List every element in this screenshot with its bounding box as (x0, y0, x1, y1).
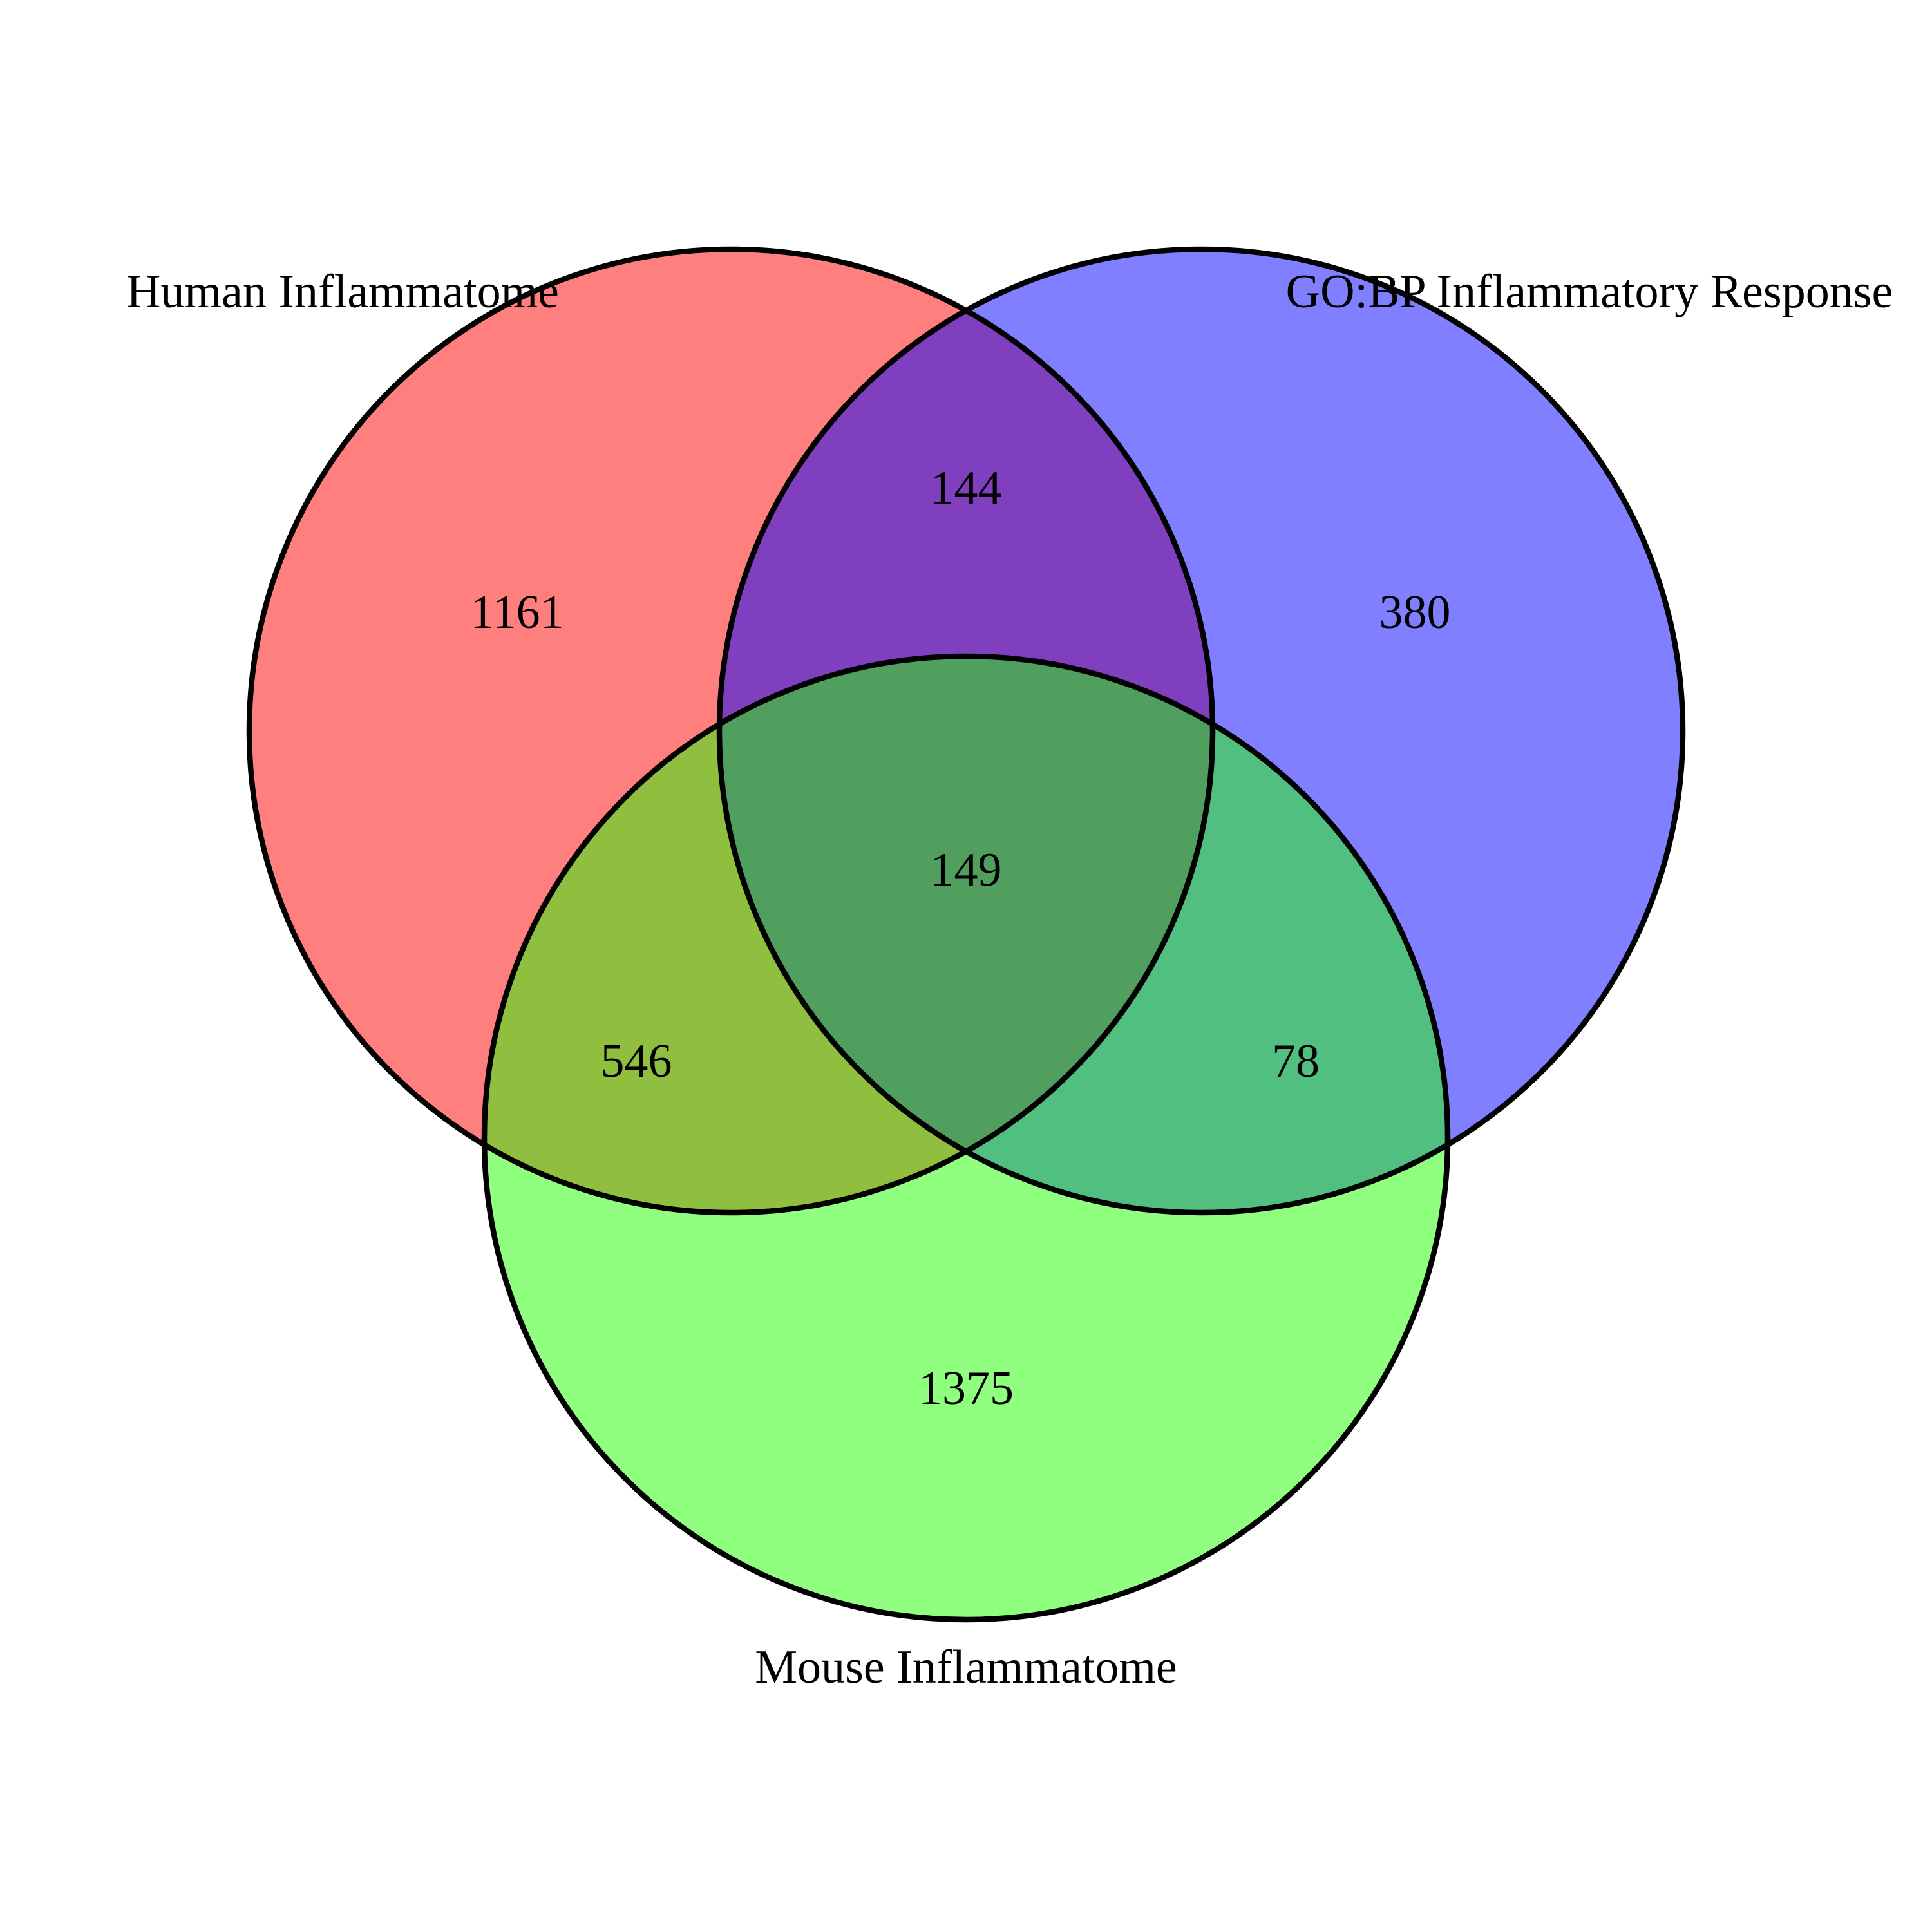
count-go-bp-only: 380 (1379, 586, 1451, 639)
count-human-only: 1161 (470, 586, 564, 639)
human-inflammatome-circle (246, 246, 1216, 1216)
label-mouse-inflammatome: Mouse Inflammatome (755, 1641, 1177, 1694)
count-go-bp-mouse: 78 (1272, 1035, 1320, 1088)
mouse-inflammatome-fill (484, 656, 1448, 1620)
count-human-go-bp: 144 (931, 462, 1002, 515)
count-all-three: 149 (931, 844, 1002, 896)
count-mouse-only: 1375 (918, 1362, 1014, 1415)
go-bp-inflammatory-response-circle (716, 246, 1686, 1216)
label-human-inflammatome: Human Inflammatome (126, 265, 559, 318)
mouse-inflammatome-circle (481, 653, 1451, 1623)
count-human-mouse: 546 (601, 1035, 672, 1088)
label-go-bp-inflammatory-response: GO:BP Inflammatory Response (1286, 265, 1893, 318)
